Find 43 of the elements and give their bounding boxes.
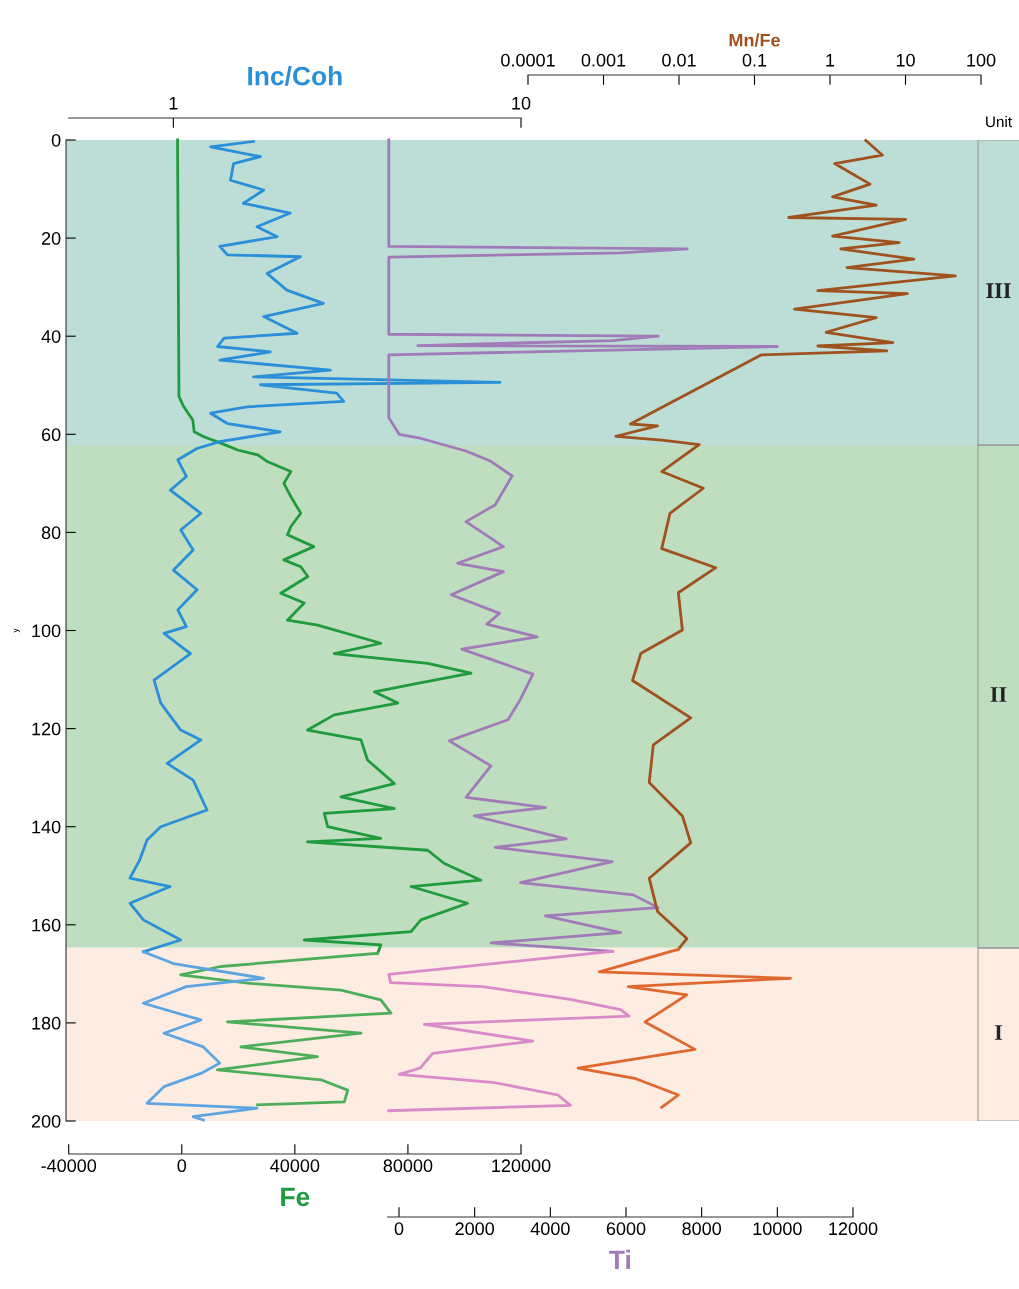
x-tick-label: 0 bbox=[394, 1222, 404, 1236]
x2-tick-label: 0.1 bbox=[742, 53, 767, 67]
y-tick-label: 140 bbox=[32, 820, 61, 834]
x2-tick-label: 0.01 bbox=[662, 53, 696, 67]
band-label: III bbox=[986, 283, 1011, 298]
y-tick-label: 160 bbox=[32, 918, 61, 932]
x-axis-title: Ti bbox=[609, 1249, 630, 1269]
x-tick-label: 10000 bbox=[753, 1222, 802, 1236]
y-tick-label: 120 bbox=[32, 722, 61, 736]
x-tick-label: 2000 bbox=[455, 1222, 495, 1236]
line-series bbox=[176, 138, 483, 955]
x-tick-label: 0 bbox=[177, 1159, 187, 1173]
x2-tick-label: 1 bbox=[169, 96, 178, 110]
line-series bbox=[179, 951, 393, 1107]
x-tick-label: 120000 bbox=[492, 1159, 551, 1173]
x2-tick-label: 100 bbox=[967, 53, 996, 67]
x-tick-label: 12000 bbox=[829, 1222, 878, 1236]
x-tick-label: 40000 bbox=[270, 1159, 320, 1173]
y-tick-label: 20 bbox=[41, 232, 61, 245]
x2-axis-title: Inc/Coh bbox=[248, 66, 342, 86]
x-tick-label: 6000 bbox=[606, 1222, 646, 1236]
y-tick-label: 180 bbox=[32, 1016, 61, 1030]
x-tick-label: 8000 bbox=[682, 1222, 722, 1236]
y-tick-label: 60 bbox=[41, 428, 61, 442]
x2-tick-label: 10 bbox=[512, 96, 531, 110]
x2-tick-label: 10 bbox=[896, 53, 915, 67]
y-tick-label: 40 bbox=[41, 330, 61, 343]
x2-tick-label: 1 bbox=[826, 53, 835, 67]
band-label: I bbox=[994, 1025, 1003, 1040]
y-tick-label: 0 bbox=[51, 133, 61, 147]
y-tick-label: 200 bbox=[31, 1114, 61, 1128]
x-tick-label: -40000 bbox=[41, 1159, 97, 1173]
x2-axis-title: Mn/Fe bbox=[729, 33, 780, 47]
x2-tick-label: 0.0001 bbox=[501, 53, 555, 67]
x-tick-label: 80000 bbox=[383, 1159, 433, 1173]
band-label: II bbox=[990, 687, 1007, 702]
y-axis-title: y bbox=[13, 628, 20, 633]
text: Unit bbox=[986, 115, 1012, 128]
y-tick-label: 80 bbox=[41, 526, 61, 540]
x-tick-label: 4000 bbox=[530, 1222, 570, 1236]
y-tick-label: 100 bbox=[32, 624, 61, 638]
x-axis-title: Fe bbox=[281, 1187, 310, 1207]
x2-tick-label: 0.001 bbox=[581, 53, 626, 67]
